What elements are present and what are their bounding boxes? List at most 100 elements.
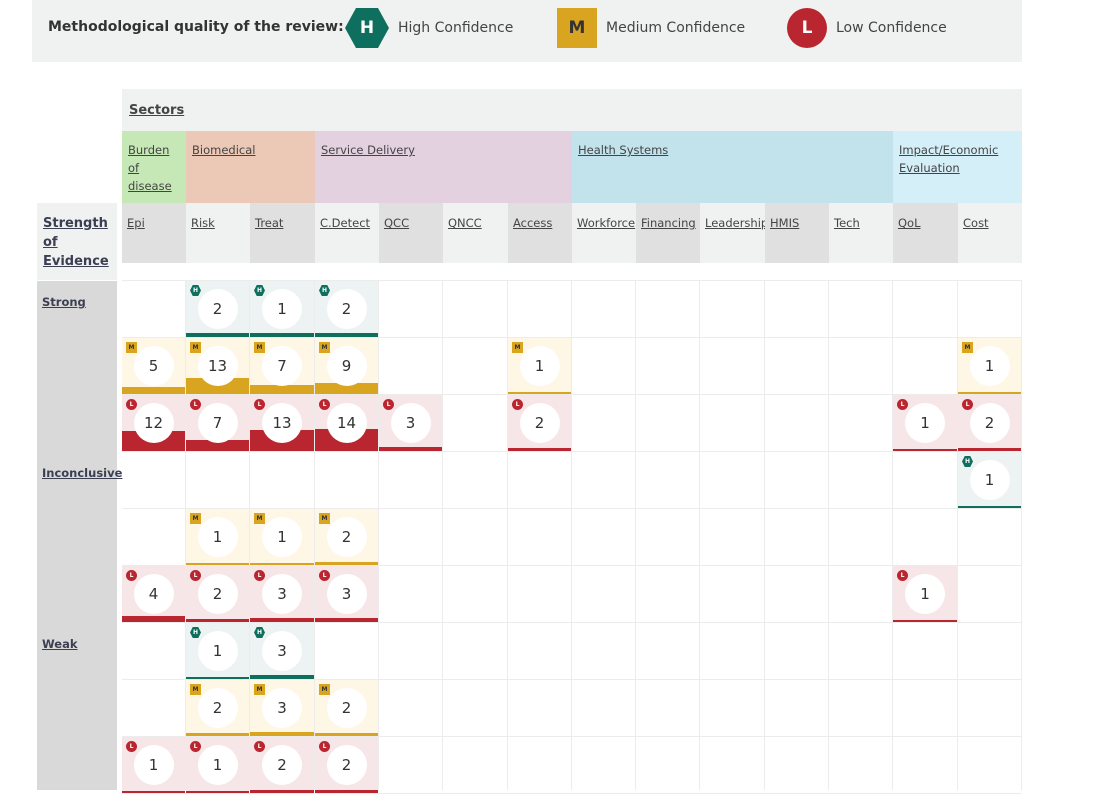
grid-line bbox=[892, 280, 893, 790]
group-link-health-systems[interactable]: Health Systems bbox=[578, 143, 669, 157]
column-link-hmis[interactable]: HMIS bbox=[770, 216, 800, 230]
review-count: 1 bbox=[197, 745, 238, 785]
confidence-badge-icon: H bbox=[190, 285, 201, 296]
column-link-epi[interactable]: Epi bbox=[127, 216, 145, 230]
group-link-impact-economic-evaluation[interactable]: Impact/Economic Evaluation bbox=[899, 143, 999, 175]
confidence-badge-icon: L bbox=[126, 399, 137, 410]
sectors-header: Sectors bbox=[122, 89, 1022, 131]
review-count: 7 bbox=[262, 346, 302, 386]
review-count: 2 bbox=[326, 745, 367, 785]
column-link-leadership[interactable]: Leadership bbox=[705, 216, 769, 230]
confidence-badge-icon: M bbox=[319, 684, 330, 695]
column-link-cost[interactable]: Cost bbox=[963, 216, 989, 230]
strength-of-evidence-link[interactable]: Strength of Evidence bbox=[43, 216, 109, 269]
column-link-tech[interactable]: Tech bbox=[834, 216, 860, 230]
matrix-cell[interactable]: L 12 bbox=[122, 395, 185, 451]
legend-label-low: Low Confidence bbox=[836, 20, 947, 36]
confidence-badge-icon: H bbox=[190, 627, 201, 638]
grid-line bbox=[378, 280, 379, 790]
column-link-qncc[interactable]: QNCC bbox=[448, 216, 482, 230]
sectors-link[interactable]: Sectors bbox=[129, 103, 185, 118]
column-link-treat[interactable]: Treat bbox=[255, 216, 284, 230]
grid-line bbox=[507, 280, 508, 790]
confidence-badge-icon: H bbox=[254, 627, 265, 638]
matrix-cell[interactable]: L 13 bbox=[250, 395, 314, 451]
strength-inconclusive: Inconclusive bbox=[37, 452, 122, 623]
cell-proportion-bar bbox=[250, 675, 314, 679]
grid-line bbox=[442, 280, 443, 790]
confidence-badge-icon: H bbox=[319, 285, 330, 296]
confidence-badge-icon: L bbox=[254, 741, 265, 752]
column-header-leadership: Leadership bbox=[700, 203, 769, 263]
confidence-badge-icon: M bbox=[512, 342, 523, 353]
matrix-cell[interactable]: M 13 bbox=[186, 338, 249, 394]
legend-item-medium: M Medium Confidence bbox=[557, 8, 745, 48]
strength-link-strong[interactable]: Strong bbox=[42, 295, 86, 309]
group-link-service-delivery[interactable]: Service Delivery bbox=[321, 143, 415, 157]
group-link-burden-of-disease[interactable]: Burden of disease bbox=[128, 143, 172, 193]
confidence-badge-icon: L bbox=[383, 399, 394, 410]
column-link-qcc[interactable]: QCC bbox=[384, 216, 410, 230]
review-count: 1 bbox=[969, 460, 1010, 500]
confidence-badge-icon: H bbox=[254, 285, 265, 296]
column-link-qol[interactable]: QoL bbox=[898, 216, 921, 230]
group-burden-of-disease: Burden of disease bbox=[122, 131, 186, 203]
cell-proportion-bar bbox=[315, 618, 378, 622]
review-count: 2 bbox=[197, 688, 238, 728]
column-header-epi: Epi bbox=[122, 203, 186, 263]
column-link-risk[interactable]: Risk bbox=[191, 216, 215, 230]
grid-line bbox=[122, 451, 1022, 452]
matrix-cell[interactable]: L 14 bbox=[315, 395, 378, 451]
confidence-badge-icon: M bbox=[190, 513, 201, 524]
grid-line bbox=[635, 280, 636, 790]
column-header-treat: Treat bbox=[250, 203, 315, 263]
grid-line bbox=[249, 280, 250, 790]
cell-proportion-bar bbox=[315, 790, 378, 793]
strength-link-weak[interactable]: Weak bbox=[42, 637, 78, 651]
column-link-financing[interactable]: Financing bbox=[641, 216, 696, 230]
strength-link-inconclusive[interactable]: Inconclusive bbox=[42, 466, 123, 480]
column-link-workforce[interactable]: Workforce bbox=[577, 216, 636, 230]
column-header-financing: Financing bbox=[636, 203, 700, 263]
group-link-biomedical[interactable]: Biomedical bbox=[192, 143, 256, 157]
high-confidence-hexagon-icon: H bbox=[345, 8, 389, 48]
cell-proportion-bar bbox=[186, 677, 249, 679]
confidence-badge-icon: M bbox=[254, 684, 265, 695]
review-count: 3 bbox=[262, 631, 302, 671]
cell-proportion-bar bbox=[122, 387, 185, 394]
column-link-c-detect[interactable]: C.Detect bbox=[320, 216, 371, 230]
cell-proportion-bar bbox=[508, 448, 571, 451]
column-link-access[interactable]: Access bbox=[513, 216, 553, 230]
